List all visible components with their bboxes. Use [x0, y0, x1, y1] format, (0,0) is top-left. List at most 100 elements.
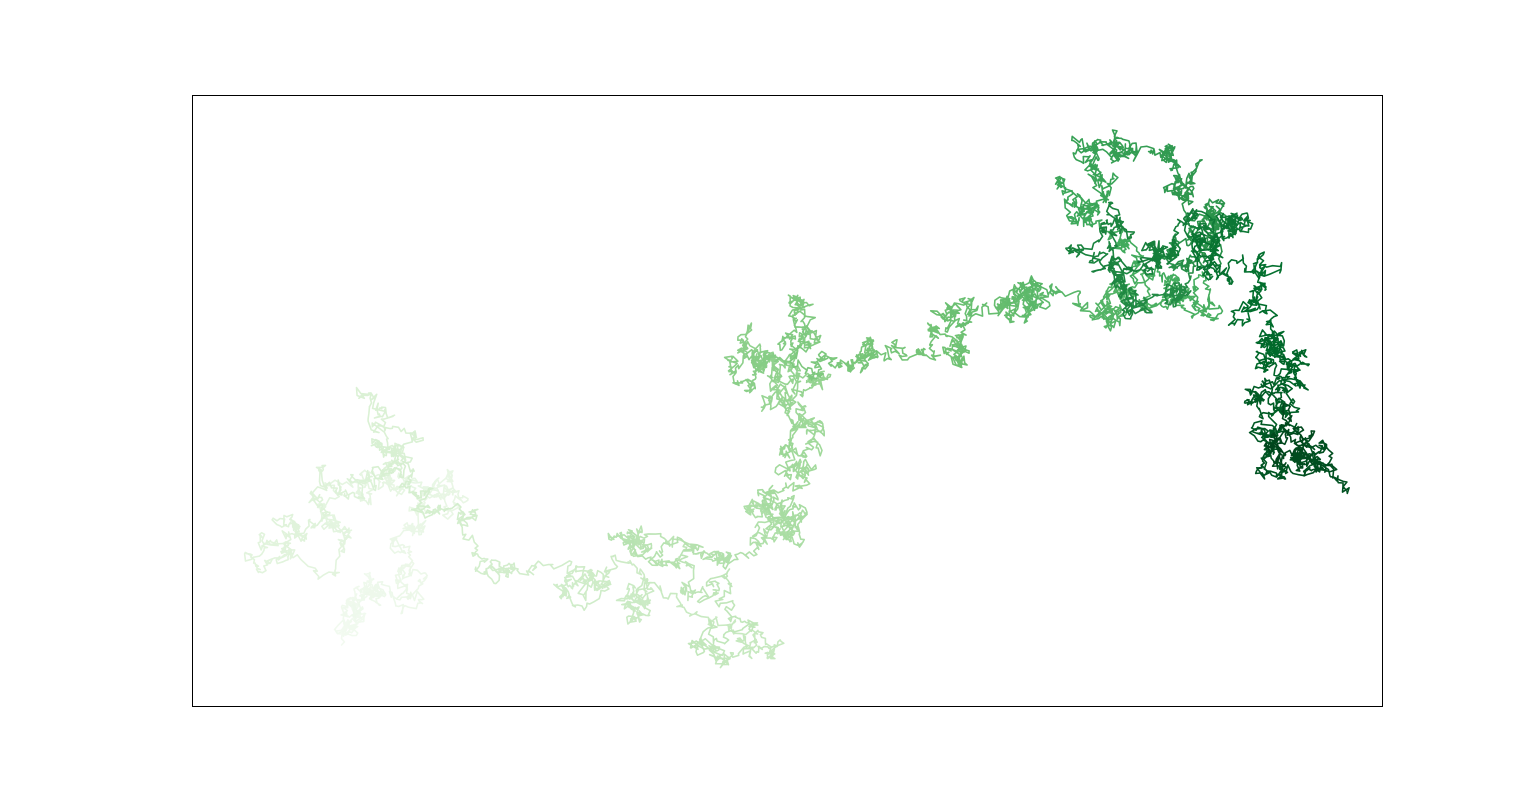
walk-segment — [653, 581, 732, 632]
walk-segment — [1084, 158, 1107, 189]
walk-segment — [531, 560, 579, 590]
walk-segment — [789, 349, 824, 381]
walk-segment — [1121, 289, 1144, 320]
walk-segment — [358, 469, 384, 506]
walk-segment — [855, 339, 908, 362]
walk-segment — [1065, 244, 1109, 270]
walk-segment — [795, 401, 825, 437]
walk-segment — [786, 294, 814, 338]
walk-segment — [553, 577, 577, 608]
walk-segment — [636, 532, 691, 567]
walk-segment — [1054, 175, 1095, 210]
walk-segment — [898, 334, 942, 361]
walk-segment — [1295, 450, 1350, 495]
walk-segment — [1274, 375, 1301, 416]
walk-segment — [798, 370, 832, 387]
walk-segment — [1227, 299, 1278, 328]
walk-segment — [1243, 391, 1278, 432]
walk-segment — [790, 458, 817, 480]
walk-segment — [1113, 279, 1135, 306]
walk-segment — [1091, 306, 1120, 332]
walk-segment — [1091, 255, 1149, 273]
walk-segment — [714, 616, 759, 645]
walk-segment — [757, 639, 785, 660]
walk-segment — [349, 581, 373, 618]
walk-segment — [765, 351, 798, 375]
axes-frame — [192, 95, 1383, 707]
walk-segment — [1186, 209, 1221, 242]
walk-segment — [1194, 235, 1222, 274]
walk-segment — [1179, 194, 1222, 224]
walk-segment — [676, 536, 717, 560]
walk-segment — [574, 565, 601, 602]
walk-segment — [372, 581, 397, 607]
walk-segment — [1290, 430, 1314, 469]
walk-segment — [794, 315, 816, 353]
walk-segment — [774, 494, 795, 533]
walk-segment — [814, 350, 854, 373]
walk-segment — [1203, 198, 1227, 231]
walk-segment — [926, 322, 964, 343]
walk-segment — [634, 576, 656, 617]
walk-segment — [1260, 363, 1297, 390]
walk-segment — [1250, 251, 1283, 278]
walk-segment — [1141, 240, 1157, 276]
walk-segment — [1255, 334, 1286, 353]
walk-segment — [929, 308, 957, 333]
walk-segment — [647, 541, 681, 570]
walk-segment — [1303, 449, 1338, 477]
walk-segment — [749, 519, 790, 548]
walk-segment — [394, 545, 415, 601]
walk-segment — [1278, 353, 1310, 373]
walk-segment — [1015, 280, 1039, 305]
walk-segment — [280, 530, 308, 563]
walk-segment — [778, 424, 799, 459]
walk-segment — [1025, 275, 1043, 312]
walk-segment — [1176, 208, 1207, 243]
walk-segment — [395, 568, 429, 615]
walk-segment — [1208, 260, 1234, 285]
walk-segment — [626, 582, 652, 610]
random-walk-path — [243, 129, 1350, 669]
walk-segment — [389, 522, 416, 555]
walk-segment — [1105, 201, 1133, 240]
walk-segment — [245, 548, 294, 574]
walk-segment — [1181, 159, 1203, 206]
walk-segment — [321, 522, 352, 554]
walk-segment — [730, 370, 757, 394]
walk-segment — [1254, 350, 1284, 373]
walk-segment — [679, 560, 697, 598]
walk-segment — [1138, 282, 1192, 308]
walk-segment — [1092, 135, 1124, 164]
walk-segment — [695, 637, 726, 657]
walk-segment — [1120, 286, 1153, 315]
walk-segment — [950, 344, 968, 369]
walk-segment — [315, 464, 349, 496]
walk-segment — [1077, 192, 1110, 216]
walk-segment — [855, 339, 874, 374]
walk-segment — [587, 569, 612, 592]
walk-segment — [798, 329, 822, 349]
walk-segment — [289, 518, 319, 539]
walk-segment — [1171, 174, 1191, 201]
walk-segment — [1163, 143, 1181, 179]
walk-segment — [1201, 288, 1224, 322]
walk-segment — [1270, 419, 1305, 446]
walk-segment — [1254, 449, 1289, 480]
walk-segment — [1086, 219, 1128, 254]
walk-segment — [1244, 377, 1286, 411]
walk-segment — [1005, 284, 1030, 318]
walk-segment — [718, 541, 760, 570]
walk-segment — [308, 486, 331, 526]
walk-segment — [355, 386, 392, 419]
walk-segment — [768, 377, 792, 411]
walk-segment — [1159, 295, 1206, 319]
walk-segment — [1087, 171, 1119, 204]
walk-segment — [456, 508, 489, 572]
walk-segment — [751, 497, 782, 517]
walk-segment — [767, 502, 808, 522]
walk-segment — [621, 600, 643, 625]
walk-segment — [282, 540, 346, 580]
walk-segment — [324, 479, 370, 506]
